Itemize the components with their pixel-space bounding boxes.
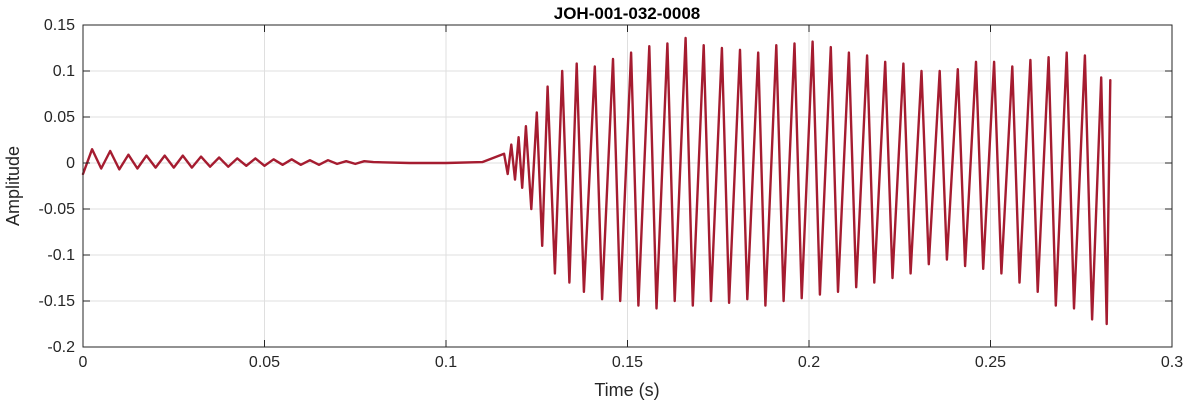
y-tick-label: 0.15 [44, 17, 75, 34]
y-tick-label: -0.15 [39, 293, 76, 310]
y-tick-label: -0.1 [47, 247, 75, 264]
y-tick-label: -0.05 [39, 201, 76, 218]
y-tick-label: 0 [66, 155, 75, 172]
series-line [81, 36, 1112, 326]
chart-title: JOH-001-032-0008 [554, 4, 700, 23]
x-tick-label: 0 [79, 354, 88, 371]
x-axis-label: Time (s) [594, 380, 659, 400]
y-axis-ticks: 0.15 0.1 0.05 0 -0.05 -0.1 -0.15 -0.2 [39, 17, 1172, 356]
x-tick-label: 0.1 [435, 354, 457, 371]
x-tick-label: 0.2 [798, 354, 820, 371]
y-axis-label: Amplitude [3, 146, 23, 226]
x-tick-label: 0.15 [612, 354, 643, 371]
y-tick-label: 0.1 [53, 63, 75, 80]
x-tick-label: 0.25 [975, 354, 1006, 371]
x-tick-label: 0.05 [249, 354, 280, 371]
x-tick-label: 0.3 [1161, 354, 1183, 371]
grid-lines [82, 24, 1173, 348]
y-tick-label: -0.2 [47, 339, 75, 356]
y-tick-label: 0.05 [44, 109, 75, 126]
series-layer [81, 36, 1112, 326]
x-axis-ticks: 0 0.05 0.1 0.15 0.2 0.25 0.3 [79, 25, 1183, 371]
